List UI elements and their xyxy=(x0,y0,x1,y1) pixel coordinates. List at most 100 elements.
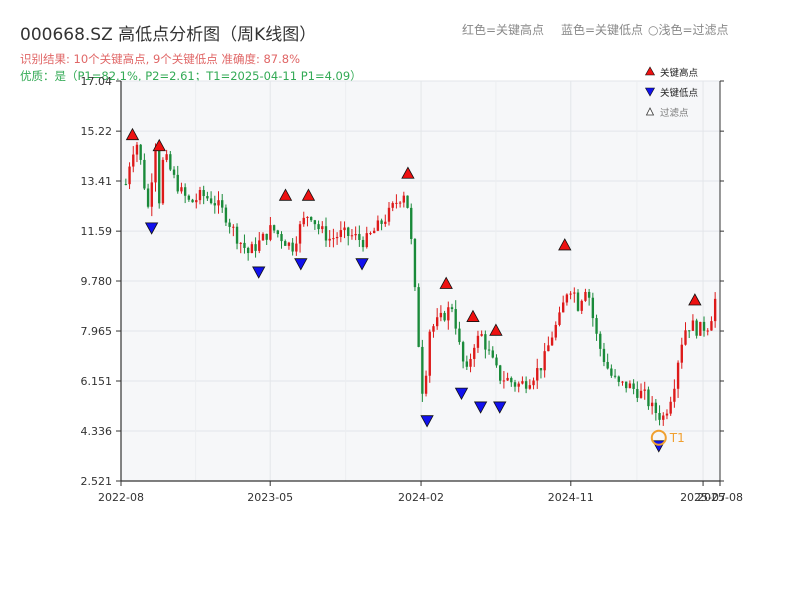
y-tick-label: 13.41 xyxy=(81,175,113,188)
candle-body xyxy=(602,348,606,362)
candle-body xyxy=(595,318,598,334)
y-tick-label: 2.521 xyxy=(81,475,113,488)
candle-body xyxy=(495,357,498,366)
candle-body xyxy=(606,361,609,369)
candle-body xyxy=(347,227,350,236)
candle-body xyxy=(558,312,561,325)
candle-body xyxy=(258,240,261,251)
legend-filtered-icon xyxy=(645,107,655,116)
candle-body xyxy=(435,317,439,327)
candle-body xyxy=(691,320,695,331)
candle-body xyxy=(380,220,383,224)
candle-body xyxy=(243,242,246,248)
candle-body xyxy=(217,200,220,206)
candle-body xyxy=(713,298,717,322)
candle-body xyxy=(702,321,706,331)
candle-body xyxy=(628,383,632,389)
candle-body xyxy=(617,376,620,382)
candle-body xyxy=(688,330,691,332)
candle-body xyxy=(461,342,465,362)
candle-body xyxy=(391,203,394,208)
y-tick-label: 11.59 xyxy=(81,225,113,238)
candle-body xyxy=(695,320,698,336)
candle-body xyxy=(591,297,595,319)
candle-body xyxy=(250,244,254,254)
candle-body xyxy=(143,159,146,189)
candle-body xyxy=(599,333,602,349)
key-high-marker xyxy=(688,293,702,306)
candle-body xyxy=(584,291,587,301)
legend-light-note: ○浅色=过滤点 xyxy=(648,23,729,37)
candle-body xyxy=(532,380,535,386)
chart-title: 000668.SZ 高低点分析图（周K线图） xyxy=(20,25,317,45)
candle-body xyxy=(536,368,539,381)
candle-body xyxy=(161,159,165,204)
candle-body xyxy=(676,362,680,389)
candle-body xyxy=(669,401,672,414)
candle-body xyxy=(372,230,376,234)
key-low-marker xyxy=(454,387,469,400)
key-high-marker xyxy=(558,238,572,251)
legend-low-icon xyxy=(644,87,656,97)
candle-body xyxy=(261,233,265,241)
x-tick-label: 2023-05 xyxy=(247,491,293,504)
legend-high-icon xyxy=(644,66,656,76)
candle-body xyxy=(647,389,650,407)
candle-body xyxy=(580,300,583,311)
x-tick-label: 2022-08 xyxy=(98,491,144,504)
candle-body xyxy=(309,216,313,221)
candle-body xyxy=(172,169,176,175)
candle-body xyxy=(124,184,128,186)
candle-body xyxy=(576,292,580,311)
candle-body xyxy=(665,413,669,416)
plot-area xyxy=(121,81,720,481)
candle-body xyxy=(680,344,683,363)
key-high-marker xyxy=(125,127,140,141)
candle-body xyxy=(228,222,231,227)
candle-body xyxy=(636,388,639,398)
candle-body xyxy=(365,233,368,248)
candle-body xyxy=(358,233,361,240)
candle-body xyxy=(424,375,428,394)
candle-body xyxy=(239,242,242,244)
candle-body xyxy=(135,144,139,155)
candle-body xyxy=(298,224,302,244)
candle-body xyxy=(484,334,487,350)
candle-body xyxy=(384,221,387,224)
candle-body xyxy=(502,380,506,382)
candle-body xyxy=(625,381,628,389)
legend-label: 过滤点 xyxy=(660,107,689,119)
candle-body xyxy=(235,226,239,244)
t1-ring xyxy=(650,429,667,446)
turning-point-markers: T1 xyxy=(125,127,702,453)
candle-body xyxy=(165,154,168,160)
candle-body xyxy=(213,203,216,206)
candle-body xyxy=(491,350,494,358)
candle-body xyxy=(254,244,257,251)
candle-body xyxy=(610,368,613,376)
candle-body xyxy=(361,239,365,248)
candle-body xyxy=(450,307,454,310)
candle-body xyxy=(335,236,339,239)
y-tick-label: 6.151 xyxy=(81,375,113,388)
candle-body xyxy=(684,330,687,345)
candle-body xyxy=(521,381,524,384)
candle-body xyxy=(180,187,183,192)
legend-label: 关键高点 xyxy=(660,67,699,79)
key-high-marker xyxy=(152,138,166,152)
candle-body xyxy=(146,188,150,207)
candle-body xyxy=(265,233,268,240)
x-tick-label: 2025-08 xyxy=(697,491,743,504)
key-low-marker xyxy=(355,258,369,271)
candle-body xyxy=(613,375,617,377)
candle-body xyxy=(417,287,420,347)
candle-body xyxy=(432,326,435,332)
candle-body xyxy=(643,389,646,391)
candle-body xyxy=(439,312,443,318)
candle-body xyxy=(191,199,194,203)
candle-body xyxy=(498,365,502,381)
key-low-marker xyxy=(420,415,434,428)
candle-body xyxy=(662,415,665,420)
y-tick-label: 7.965 xyxy=(81,325,113,338)
x-tick-label: 2025-07 xyxy=(680,491,726,504)
